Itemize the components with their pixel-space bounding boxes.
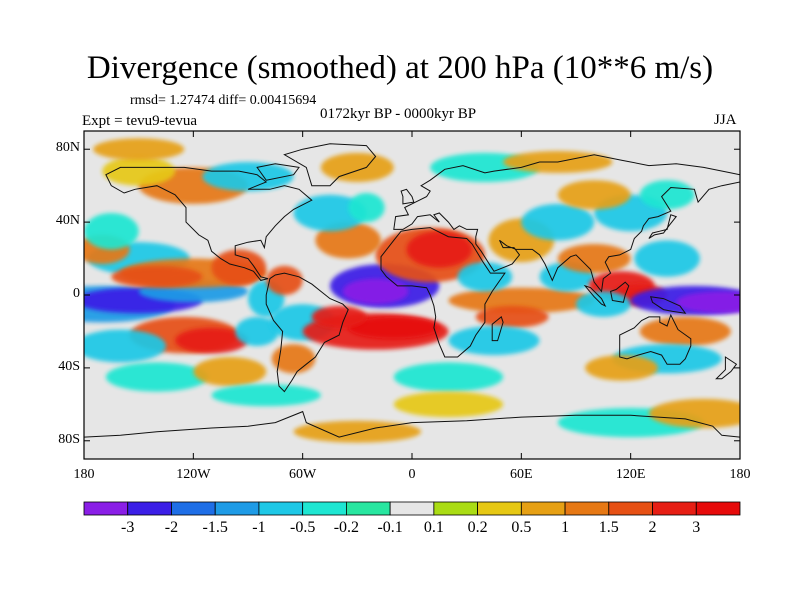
lat-tick-label: 80S <box>58 431 80 447</box>
field-contour <box>271 344 316 374</box>
colorbar-box <box>83 501 129 516</box>
field-contour <box>315 222 382 259</box>
field-contour <box>211 384 321 407</box>
field-contour <box>111 265 203 288</box>
coastline-uk <box>400 188 415 205</box>
colorbar-label: -1.5 <box>202 519 228 536</box>
lon-tick-label: 180 <box>73 467 95 482</box>
coastline-australia <box>619 313 692 365</box>
coastline-new-guinea <box>649 296 687 314</box>
field-contour <box>102 156 176 186</box>
field-contour <box>342 278 409 305</box>
field-contour <box>393 391 504 418</box>
colorbar-label: -0.5 <box>289 519 316 536</box>
colorbar-box <box>214 501 260 516</box>
season-label: JJA <box>714 112 737 128</box>
field-contour <box>84 329 166 363</box>
colorbar-box <box>389 501 435 516</box>
field-contour <box>639 180 695 210</box>
lon-tick-label: 180 <box>729 467 751 482</box>
colorbar-label: 0.5 <box>511 519 532 536</box>
colorbar-box <box>652 501 697 516</box>
lon-tick-label: 120E <box>615 467 646 482</box>
lat-tick-label: 80N <box>55 140 80 156</box>
lon-tick-label: 60E <box>510 467 533 482</box>
colorbar-box <box>520 501 566 516</box>
lat-tick-label: 40N <box>55 213 80 229</box>
colorbar-label: -0.2 <box>333 519 360 536</box>
coastline-greenland <box>283 143 377 187</box>
coastline-south-america <box>265 272 349 393</box>
field-contour <box>320 152 394 183</box>
colorbar-box <box>171 501 216 516</box>
field-contour <box>634 240 700 277</box>
colorbar-box <box>433 501 479 516</box>
colorbar-box <box>345 501 391 516</box>
field-contour <box>211 249 267 286</box>
lat-tick-label: 0 <box>73 286 80 301</box>
coastline-africa <box>380 227 506 358</box>
coastline-baffin <box>256 163 300 181</box>
colorbar-label: -0.1 <box>377 519 403 536</box>
colorbar-label: 3 <box>692 519 701 536</box>
field-contour <box>311 305 367 328</box>
field-contour <box>557 243 631 274</box>
field-contour <box>266 265 303 295</box>
colorbar-box <box>302 501 347 516</box>
coastline-sumatra <box>583 284 607 307</box>
field-contour <box>348 192 385 223</box>
period-label: 0172kyr BP - 0000kyr BP <box>320 106 477 122</box>
field-contour <box>202 161 294 192</box>
field-contour <box>475 305 549 328</box>
field-contour <box>406 231 473 268</box>
experiment-label: Expt = tevu9-tevua <box>82 113 198 129</box>
field-contour <box>105 362 208 392</box>
colorbar-label: -1 <box>252 519 266 536</box>
colorbar-box <box>564 501 610 516</box>
colorbar-label: 1.5 <box>598 519 619 536</box>
field-contour <box>557 180 631 210</box>
field-contour <box>293 194 367 232</box>
lon-tick-label: 60W <box>289 467 317 482</box>
rmsd-stats: rmsd= 1.27474 diff= 0.00415694 <box>130 93 317 108</box>
field-contour <box>193 356 267 387</box>
coastline-antarctica <box>84 410 740 438</box>
coastline-borneo <box>610 281 630 303</box>
colorbar-box <box>608 501 653 516</box>
colorbar-box <box>477 501 522 516</box>
field-contour <box>639 316 731 347</box>
field-contour <box>676 291 740 314</box>
colorbar-label: 0.1 <box>423 519 444 536</box>
lon-tick-label: 120W <box>176 467 211 482</box>
field-contour <box>648 398 740 429</box>
colorbar-label: 0.2 <box>467 519 488 536</box>
coastline-new-zealand <box>715 356 738 380</box>
colorbar-label: 1 <box>561 519 570 536</box>
colorbar-box <box>127 501 172 516</box>
field-contour <box>585 355 658 381</box>
field-contour <box>84 213 139 250</box>
field-contour <box>457 262 513 292</box>
coastline-madagascar <box>491 316 504 342</box>
lon-tick-label: 0 <box>408 467 416 482</box>
field-contour <box>576 291 631 317</box>
field-contour <box>175 327 248 354</box>
field-contour <box>393 362 504 392</box>
lat-tick-label: 40S <box>58 358 80 374</box>
colorbar-label: -3 <box>121 519 135 536</box>
plot-title: Divergence (smoothed) at 200 hPa (10**6 … <box>86 50 714 86</box>
field-contour <box>235 316 279 347</box>
colorbar-label: -2 <box>164 519 179 536</box>
field-contour <box>521 203 595 241</box>
colorbar-box <box>258 501 304 516</box>
coastline-japan <box>648 214 678 239</box>
colorbar-box <box>695 501 741 516</box>
field-contour <box>93 138 185 161</box>
coastline-north-america <box>105 166 313 281</box>
field-contour <box>348 316 440 339</box>
colorbar-label: 2 <box>648 519 657 536</box>
coastline-eurasia <box>393 154 740 293</box>
